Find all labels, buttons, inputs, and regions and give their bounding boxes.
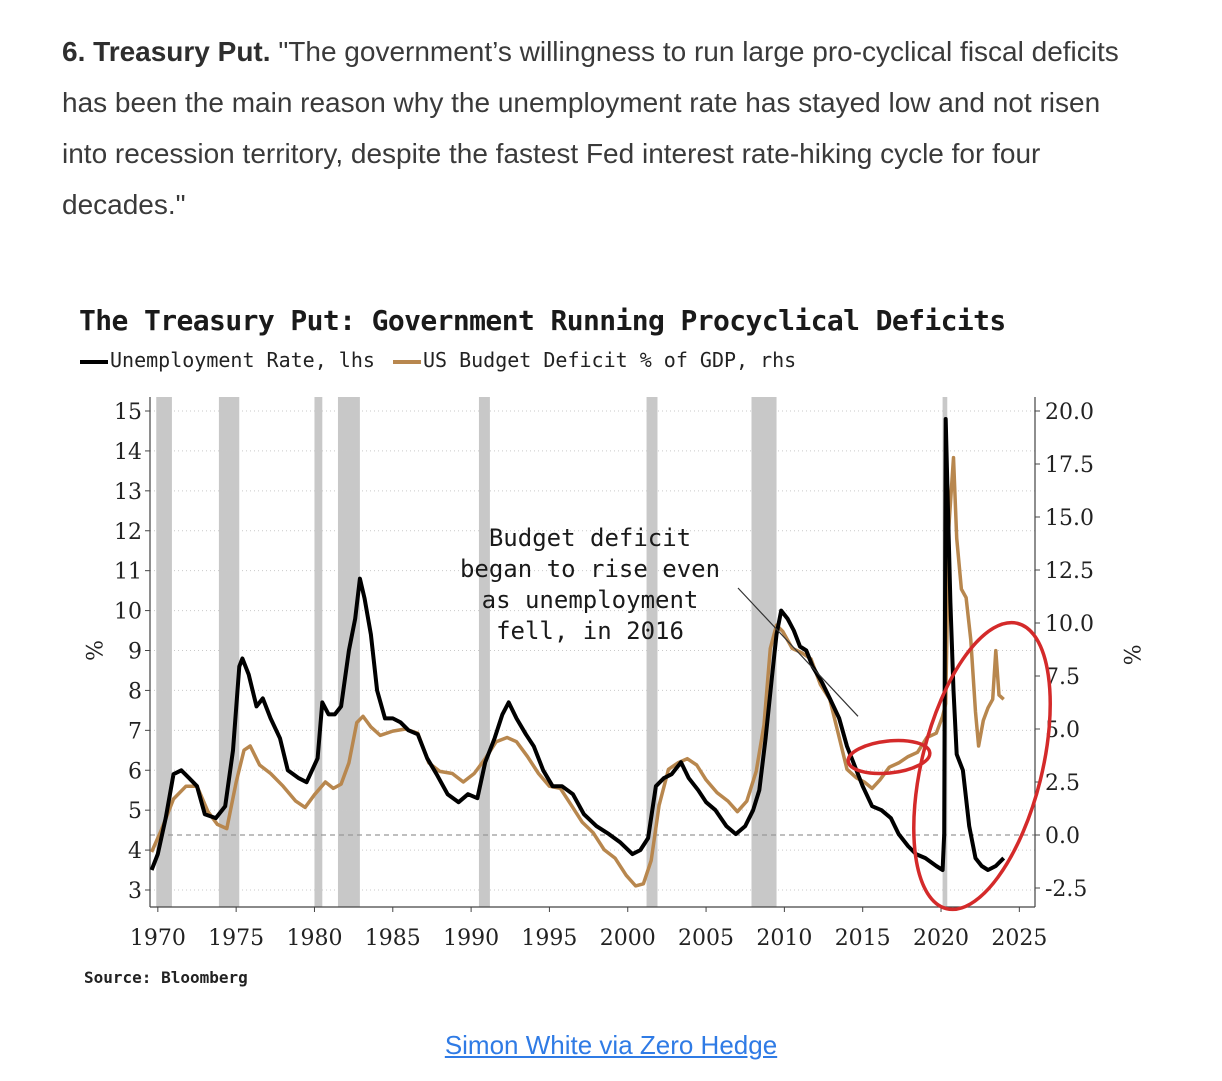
x-tick-label-11: 2025: [991, 926, 1047, 951]
chart-source: Source: Bloomberg: [84, 968, 248, 987]
quote-text: "The government’s willingness to run lar…: [62, 36, 1119, 220]
x-tick-label-3: 1985: [365, 926, 421, 951]
left-tick-label-3: 6: [128, 759, 142, 784]
series-line-deficit: [150, 455, 1005, 888]
left-tick-label-9: 12: [114, 520, 142, 545]
legend-swatch-deficit: [392, 359, 421, 364]
left-tick-label-0: 3: [128, 879, 142, 904]
right-tick-label-8: 17.5: [1045, 453, 1094, 478]
annotation-line-3: fell, in 2016: [496, 617, 684, 645]
recession-band-4: [478, 397, 490, 907]
series-line-unemployment: [149, 417, 1006, 872]
right-tick-label-7: 15.0: [1045, 506, 1094, 531]
left-tick-label-6: 9: [128, 640, 142, 665]
legend-item-unemployment: Unemployment Rate, lhs: [80, 348, 375, 372]
legend-item-deficit: US Budget Deficit % of GDP, rhs: [392, 348, 797, 372]
right-tick-label-5: 10.0: [1045, 612, 1094, 637]
annotation-line-0: Budget deficit: [489, 524, 691, 552]
right-tick-label-2: 2.5: [1045, 771, 1080, 796]
right-tick-label-0: -2.5: [1045, 877, 1087, 902]
x-tick-label-10: 2020: [913, 926, 969, 951]
recession-band-2: [314, 397, 323, 907]
x-tick-label-8: 2010: [756, 926, 812, 951]
x-tick-label-0: 1970: [130, 926, 186, 951]
left-tick-label-2: 5: [128, 799, 142, 824]
highlight-ellipse-2016: [846, 738, 932, 776]
x-tick-label-5: 1995: [521, 926, 577, 951]
recession-band-5: [646, 397, 658, 907]
legend-label-unemployment: Unemployment Rate, lhs: [110, 348, 375, 372]
highlight-ellipse-2020: [912, 620, 1052, 912]
left-tick-label-11: 14: [114, 440, 142, 465]
right-tick-label-9: 20.0: [1045, 400, 1094, 425]
quote-paragraph: 6. Treasury Put. "The government’s willi…: [62, 26, 1142, 230]
chart-title: The Treasury Put: Government Running Pro…: [79, 304, 1006, 337]
left-tick-label-8: 11: [114, 560, 142, 585]
recession-band-1: [218, 397, 240, 907]
right-tick-label-6: 12.5: [1045, 559, 1094, 584]
right-axis-unit: %: [1118, 644, 1143, 665]
left-tick-label-7: 10: [114, 600, 142, 625]
x-tick-label-2: 1980: [286, 926, 342, 951]
annotation-pointer: [737, 587, 859, 717]
left-axis-unit: %: [80, 640, 105, 661]
left-tick-label-10: 13: [114, 480, 142, 505]
left-tick-label-1: 4: [128, 839, 142, 864]
legend-swatch-unemployment: [80, 359, 108, 364]
annotation-line-1: began to rise even: [460, 555, 720, 583]
x-tick-label-7: 2005: [678, 926, 734, 951]
left-tick-label-5: 8: [128, 679, 142, 704]
recession-band-6: [751, 397, 777, 907]
credit-link[interactable]: Simon White via Zero Hedge: [444, 1030, 778, 1060]
x-tick-label-1: 1975: [208, 926, 264, 951]
left-tick-label-4: 7: [128, 719, 142, 744]
annotation-line-2: as unemployment: [482, 586, 699, 614]
x-tick-label-6: 2000: [600, 926, 656, 951]
chart-legend: Unemployment Rate, lhs US Budget Deficit…: [80, 348, 802, 372]
right-tick-label-1: 0.0: [1045, 824, 1080, 849]
legend-label-deficit: US Budget Deficit % of GDP, rhs: [422, 348, 797, 372]
credit-line: Simon White via Zero Hedge: [0, 1030, 1222, 1061]
x-tick-label-4: 1990: [443, 926, 499, 951]
recession-band-0: [156, 397, 172, 907]
quote-heading: 6. Treasury Put.: [62, 36, 271, 67]
left-tick-label-12: 15: [114, 400, 142, 425]
x-tick-label-9: 2015: [835, 926, 891, 951]
